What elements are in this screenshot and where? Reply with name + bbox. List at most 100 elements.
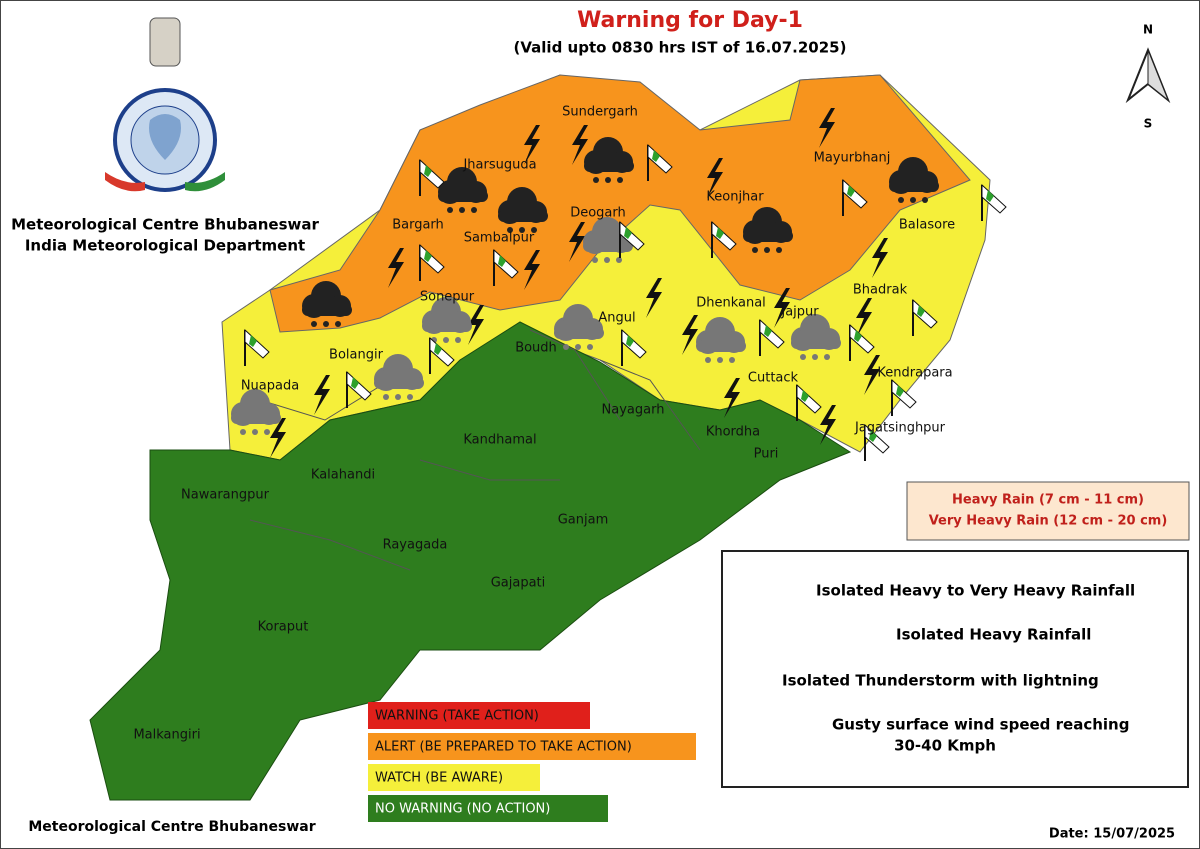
cloud-part xyxy=(374,377,424,389)
wind-stripe xyxy=(986,190,994,202)
heavy-rain-cloud-icon xyxy=(302,281,352,327)
wind-stripe xyxy=(626,335,634,347)
lightning-icon xyxy=(524,125,540,165)
wind-icon xyxy=(429,336,455,374)
district-label: Bolangir xyxy=(329,348,384,363)
district-label: Dhenkanal xyxy=(696,296,766,311)
district-label: Kendrapara xyxy=(877,366,952,381)
district-label: Sundergarh xyxy=(562,105,638,120)
rain-drop xyxy=(459,207,465,213)
heavy-rain-cloud-icon xyxy=(743,207,793,253)
rain-drop xyxy=(776,247,782,253)
lightning-icon xyxy=(270,418,286,458)
district-label: Jagatsinghpur xyxy=(854,421,946,436)
rain-drop xyxy=(605,177,611,183)
wind-icon xyxy=(711,220,737,258)
wind-icon xyxy=(849,323,875,361)
rain-drop xyxy=(507,227,513,233)
wind-stripe xyxy=(847,185,855,197)
district-border xyxy=(599,359,701,451)
district-label: Cuttack xyxy=(748,371,799,386)
wind-icon xyxy=(981,183,1007,221)
wind-icon xyxy=(759,318,785,356)
wind-stripe xyxy=(434,343,442,355)
district-label: Koraput xyxy=(258,620,309,635)
cloud-part xyxy=(302,304,352,316)
wind-stripe xyxy=(896,385,904,397)
legend-label: 30-40 Kmph xyxy=(894,737,996,755)
color-key-swatch xyxy=(368,702,590,729)
rain-drop xyxy=(335,321,341,327)
rain-drop xyxy=(910,197,916,203)
district-label: Deogarh xyxy=(570,206,626,221)
wind-stripe xyxy=(424,250,432,262)
lightning-icon xyxy=(856,298,872,338)
wind-stripe xyxy=(498,255,506,267)
lightning-icon xyxy=(724,378,740,418)
district-label: Kandhamal xyxy=(463,433,536,448)
wind-stripe xyxy=(624,227,632,239)
rain-drop xyxy=(800,354,806,360)
legend-label: Isolated Thunderstorm with lightning xyxy=(782,672,1099,690)
rain-drop xyxy=(616,257,622,263)
organization-department: India Meteorological Department xyxy=(25,237,305,255)
heavy-rain-cloud-icon xyxy=(889,157,939,203)
lightning-icon xyxy=(468,305,484,345)
district-label: Sonepur xyxy=(420,290,475,305)
legend-box xyxy=(721,550,1189,788)
cloud-part xyxy=(696,340,746,352)
rain-cloud-icon xyxy=(231,389,281,435)
district-label: Ganjam xyxy=(558,513,609,528)
wind-icon xyxy=(493,248,519,286)
cloud-part xyxy=(422,320,472,332)
lightning-icon xyxy=(774,288,790,328)
heavy-rain-cloud-icon xyxy=(498,187,548,233)
alert-region xyxy=(269,74,971,333)
color-key-label: WARNING (TAKE ACTION) xyxy=(375,709,539,724)
cloud-part xyxy=(791,337,841,349)
wind-icon xyxy=(796,383,822,421)
wind-stripe xyxy=(854,330,862,342)
compass xyxy=(1125,47,1171,104)
cloud-part xyxy=(498,210,548,222)
wind-stripe xyxy=(652,150,660,162)
title: Warning for Day-1 xyxy=(577,8,803,33)
rain-drop xyxy=(587,344,593,350)
rain-drop xyxy=(593,177,599,183)
no-warning-region xyxy=(89,321,852,801)
legend-label: Isolated Heavy Rainfall xyxy=(896,626,1091,644)
district-label: Nawarangpur xyxy=(181,488,270,503)
district-label: Malkangiri xyxy=(133,728,200,743)
wind-stripe xyxy=(424,165,432,177)
rain-drop xyxy=(752,247,758,253)
rain-drop xyxy=(531,227,537,233)
district-label: Boudh xyxy=(515,341,557,356)
wind-icon xyxy=(912,298,938,336)
rain-box-line: Heavy Rain (7 cm - 11 cm) xyxy=(952,493,1144,508)
cloud-part xyxy=(583,240,633,252)
lightning-icon xyxy=(872,238,888,278)
cloud-part xyxy=(584,160,634,172)
district-label: Nayagarh xyxy=(602,403,665,418)
rain-drop xyxy=(252,429,258,435)
compass-north: N xyxy=(1143,23,1153,37)
rain-drop xyxy=(764,247,770,253)
rain-drop xyxy=(471,207,477,213)
color-key-label: ALERT (BE PREPARED TO TAKE ACTION) xyxy=(375,740,632,755)
rain-drop xyxy=(729,357,735,363)
footer-centre: Meteorological Centre Bhubaneswar xyxy=(28,819,315,835)
heavy-rain-cloud-icon xyxy=(584,137,634,183)
rain-cloud-icon xyxy=(554,304,604,350)
rain-drop xyxy=(922,197,928,203)
rain-cloud-icon xyxy=(696,317,746,363)
district-label: Khordha xyxy=(706,425,760,440)
lightning-icon xyxy=(707,158,723,198)
district-label: Kalahandi xyxy=(311,468,375,483)
lightning-icon xyxy=(569,222,585,262)
district-border xyxy=(529,329,621,421)
district-border xyxy=(249,519,411,571)
wind-stripe xyxy=(351,377,359,389)
wind-icon xyxy=(244,328,270,366)
rain-cloud-icon xyxy=(374,354,424,400)
footer-date: Date: 15/07/2025 xyxy=(1049,827,1175,842)
